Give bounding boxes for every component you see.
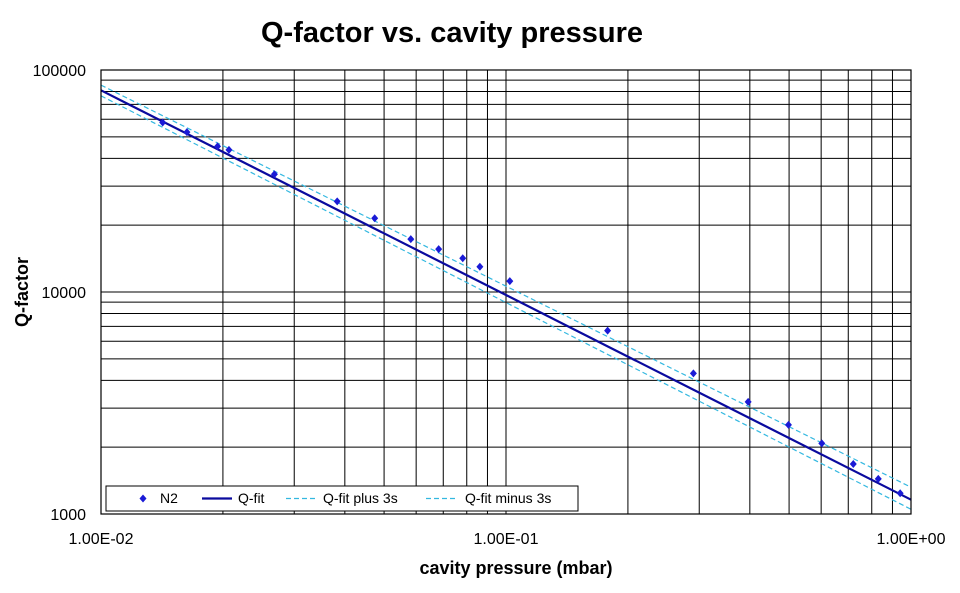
data-point-n2 xyxy=(744,397,752,406)
x-tick-label: 1.00E+00 xyxy=(877,531,946,548)
data-point-n2 xyxy=(896,489,904,498)
legend-label-qfit: Q-fit xyxy=(238,490,265,506)
data-point-n2 xyxy=(689,369,697,378)
legend-item-n2: N2 xyxy=(139,490,178,506)
data-point-n2 xyxy=(214,142,222,151)
x-axis-label: cavity pressure (mbar) xyxy=(419,558,612,578)
legend-box xyxy=(105,485,579,512)
data-point-n2 xyxy=(371,214,379,223)
data-point-n2 xyxy=(435,245,443,254)
data-point-n2 xyxy=(407,235,415,244)
data-point-n2 xyxy=(270,170,278,179)
chart-title: Q-factor vs. cavity pressure xyxy=(261,17,643,49)
series-line-q-fit-plus-3s xyxy=(100,84,912,488)
legend-label-qfit-plus: Q-fit plus 3s xyxy=(323,490,398,506)
data-point-n2 xyxy=(476,262,484,271)
legend-marker-n2 xyxy=(139,494,147,503)
data-point-n2 xyxy=(506,277,514,286)
tick-labels: 1.00E-02 1.00E-01 1.00E+00 1000 10000 100000 xyxy=(33,63,946,548)
legend-item-qfit-plus: Q-fit plus 3s xyxy=(286,490,398,506)
legend: N2 Q-fit Q-fit plus 3s Q-fit minus 3s xyxy=(105,485,579,512)
legend-item-qfit: Q-fit xyxy=(202,490,265,506)
legend-item-qfit-minus: Q-fit minus 3s xyxy=(426,490,551,506)
data-point-n2 xyxy=(604,326,612,335)
legend-label-n2: N2 xyxy=(160,490,178,506)
grid xyxy=(101,70,911,514)
data-point-n2 xyxy=(459,254,467,263)
data-point-n2 xyxy=(849,459,857,468)
y-tick-label: 10000 xyxy=(42,285,87,302)
data-point-n2 xyxy=(818,439,826,448)
plot-frame xyxy=(100,69,912,515)
data-point-n2 xyxy=(159,118,167,127)
y-axis-label: Q-factor xyxy=(12,257,32,327)
x-tick-label: 1.00E-01 xyxy=(474,531,539,548)
series-layer xyxy=(100,84,912,510)
y-tick-label: 100000 xyxy=(33,63,86,80)
data-point-n2 xyxy=(183,128,191,137)
series-line-q-fit xyxy=(100,89,912,501)
x-tick-label: 1.00E-02 xyxy=(69,531,134,548)
data-point-n2 xyxy=(333,197,341,206)
data-point-n2 xyxy=(225,145,233,154)
data-point-n2 xyxy=(784,420,792,429)
data-point-n2 xyxy=(874,474,882,483)
y-tick-label: 1000 xyxy=(50,507,86,524)
legend-label-qfit-minus: Q-fit minus 3s xyxy=(465,490,551,506)
